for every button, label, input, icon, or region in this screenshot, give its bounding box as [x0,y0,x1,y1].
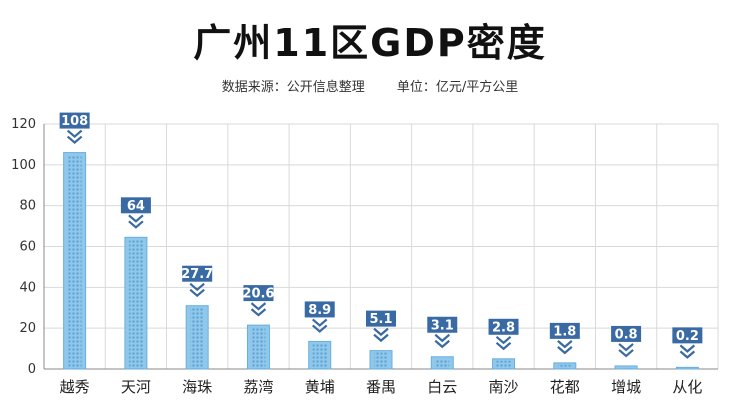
x-tick-label: 越秀 [60,378,90,396]
chevron-down-icon [557,340,573,349]
data-label-box [182,265,213,282]
x-tick-label: 黄埔 [305,378,335,396]
data-label: 0.2 [676,329,699,344]
chevron-down-icon [128,214,144,223]
chevron-down-icon [434,333,450,343]
chevron-down-icon [189,282,205,292]
axis-layer: 0 20 40 60 80 100 120 越秀 天河 海珠 荔湾 黄埔 番禺 白云 南沙 花都 增城 从化 [11,117,718,396]
bar-texture [374,352,388,369]
data-label-box [672,327,703,344]
data-label: 27.7 [181,267,213,282]
chevron-down-icon [66,135,83,145]
x-tick-label: 海珠 [182,378,212,396]
y-tick-label: 0 [28,362,36,377]
chevron-down-icon [66,129,83,139]
chevron-down-icon [495,335,512,345]
y-tick-label: 80 [19,199,36,214]
bar-texture [67,154,82,369]
chevron-down-icon [128,220,144,229]
bar-texture [128,239,143,369]
chevron-down-icon [679,350,696,359]
label-layer: 108 64 27.7 20.6 8.9 5.1 3.1 2.8 1.8 0.8 0.2 [59,112,703,359]
bar-layer [63,152,699,370]
chevron-down-icon [250,308,267,317]
bar-texture [619,367,634,369]
x-tick-label: 南沙 [489,378,519,396]
bar-texture [557,364,572,369]
data-label-box [120,197,151,214]
chevron-down-icon [679,344,696,353]
x-tick-label: 白云 [427,378,457,396]
chevron-down-icon [434,339,450,349]
x-tick-label: 天河 [121,378,151,396]
source-note: 数据来源：公开信息整理 [221,80,365,95]
chevron-down-icon [189,288,205,298]
bar-texture [435,358,450,369]
chevron-down-icon [618,343,634,352]
data-label: 2.8 [492,320,515,335]
x-tick-label: 荔湾 [243,378,273,396]
data-label-box [488,318,519,335]
data-label: 1.8 [553,324,576,339]
chevron-down-icon [312,318,328,327]
chevron-down-icon [495,341,512,351]
chevron-down-icon [557,346,573,355]
x-tick-label: 增城 [611,378,641,396]
y-tick-label: 100 [11,158,36,173]
chevron-down-icon [250,302,267,311]
bar-texture [251,327,266,369]
data-label: 20.6 [242,287,274,302]
bar-texture [496,360,511,369]
data-label-box [427,316,458,333]
chevron-down-icon [618,349,634,358]
data-label: 0.8 [615,327,638,342]
x-tick-label: 番禺 [366,378,396,396]
data-label: 3.1 [431,318,454,333]
data-label-box [549,322,580,339]
chevron-down-icon [373,327,389,337]
data-label-box [304,301,335,318]
data-label: 108 [61,114,88,129]
unit-note: 单位：亿元/平方公里 [396,80,519,95]
y-tick-label: 40 [19,280,36,295]
data-label: 5.1 [369,312,392,327]
x-tick-label: 从化 [672,378,702,396]
chart-subtitle: 数据来源：公开信息整理 单位：亿元/平方公里 [0,76,740,95]
chevron-down-icon [373,333,389,343]
data-label: 64 [127,199,145,214]
bar-从化 [675,366,699,370]
bar-texture [312,343,327,369]
x-tick-label: 花都 [550,378,580,396]
bar-texture [190,307,205,369]
chevron-down-icon [312,324,328,333]
data-label: 8.9 [308,303,331,318]
y-tick-label: 120 [11,117,36,132]
y-tick-label: 60 [19,240,36,255]
data-label-box [611,325,642,342]
data-label-box [366,310,396,327]
y-tick-label: 20 [19,321,36,336]
data-label-box [243,285,274,302]
data-label-box [59,112,90,129]
chart-title: 广州11区GDP密度 [193,21,547,65]
